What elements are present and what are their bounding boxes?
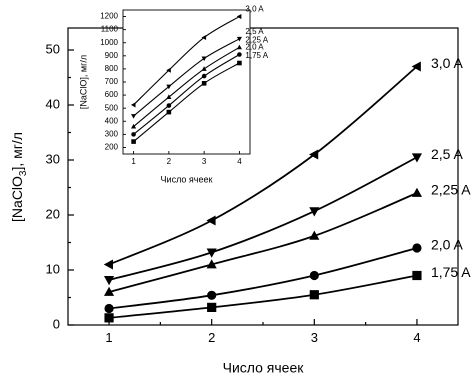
- main-data-point: [411, 61, 421, 72]
- inset-data-point: [201, 66, 207, 71]
- inset-data-point: [166, 109, 172, 115]
- main-data-point: [207, 290, 217, 300]
- inset-series-line: [133, 46, 240, 127]
- main-data-point: [412, 270, 422, 281]
- main-series-label: 1,75 A: [431, 264, 471, 280]
- inset-series-label: 3,0 A: [245, 5, 264, 14]
- inset-data-point: [237, 60, 242, 66]
- main-series-line: [108, 274, 418, 319]
- inset-data-point: [166, 103, 172, 108]
- main-data-point: [206, 248, 217, 258]
- inset-y-tick-label: 200: [105, 143, 119, 152]
- main-data-point: [207, 302, 217, 312]
- main-series-label: 3,0 A: [431, 55, 464, 71]
- inset-data-point: [166, 94, 172, 100]
- inset-data-point: [166, 84, 172, 90]
- inset-series-line: [133, 62, 240, 142]
- inset-series-label: 2,0 A: [245, 43, 264, 52]
- main-x-tick-label: 2: [208, 330, 215, 345]
- inset-x-tick-label: 2: [167, 157, 172, 166]
- main-data-point: [411, 187, 423, 197]
- inset-data-point: [237, 52, 242, 57]
- inset-data-point: [236, 36, 242, 42]
- inset-x-tick-label: 4: [237, 157, 242, 166]
- inset-data-point: [236, 44, 242, 50]
- main-y-tick-label: 40: [46, 96, 60, 111]
- main-y-tick-label: 30: [46, 151, 60, 166]
- main-data-point: [309, 149, 319, 160]
- inset-series-label: 2,25 A: [245, 35, 268, 44]
- main-y-tick-label: 0: [53, 316, 60, 331]
- inset-data-point: [131, 139, 136, 144]
- main-data-point: [309, 290, 319, 300]
- main-series-line: [108, 247, 418, 310]
- main-data-point: [412, 243, 422, 253]
- main-series-line: [108, 65, 418, 266]
- inset-y-tick-label: 400: [105, 116, 119, 125]
- main-data-point: [309, 207, 320, 217]
- main-data-point: [206, 215, 216, 226]
- inset-chart: 200 300 400 500 600 700 800 900 1000 1100 1200 1 2 3 4…: [78, 5, 268, 185]
- main-y-tick-label: 20: [46, 206, 60, 221]
- inset-y-tick-label: 900: [105, 51, 119, 60]
- main-x-tick-label: 1: [105, 330, 112, 345]
- inset-data-point: [201, 81, 207, 86]
- inset-y-tick-label: 500: [105, 103, 119, 112]
- main-y-axis-label: [NaClO3], мг/л: [9, 132, 29, 222]
- inset-series-line: [133, 16, 240, 106]
- inset-series-line: [133, 38, 240, 117]
- inset-y-tick-label: 1100: [101, 25, 119, 34]
- main-series-label: 2,0 A: [431, 237, 464, 253]
- inset-y-tick-label: 300: [105, 129, 119, 138]
- inset-y-tick-label: 800: [105, 64, 119, 73]
- main-data-point: [103, 275, 115, 286]
- inset-x-axis-label: Число ячеек: [161, 174, 213, 184]
- main-data-point: [411, 153, 423, 163]
- inset-data-point: [166, 67, 171, 73]
- inset-data-point: [201, 56, 207, 62]
- main-data-point: [309, 230, 320, 240]
- main-y-tick-label: 50: [46, 41, 60, 56]
- inset-data-point: [236, 14, 242, 20]
- inset-data-point: [131, 132, 136, 137]
- inset-series-label: 2,5 A: [245, 27, 264, 36]
- main-series-label: 2,5 A: [431, 146, 464, 162]
- inset-series-label: 1,75 A: [245, 51, 268, 60]
- inset-y-tick-label: 600: [105, 90, 119, 99]
- inset-y-tick-label: 1200: [100, 12, 118, 21]
- main-data-point: [104, 303, 114, 314]
- inset-x-tick-label: 1: [131, 157, 136, 166]
- main-series-label: 2,25 A: [431, 182, 471, 198]
- inset-data-point: [131, 114, 137, 119]
- inset-data-point: [130, 102, 136, 108]
- main-series-line: [108, 192, 418, 293]
- inset-data-point: [131, 123, 137, 129]
- main-data-point: [206, 259, 217, 269]
- main-data-point: [309, 270, 319, 281]
- main-y-tick-label: 10: [46, 261, 60, 276]
- main-data-point: [103, 286, 115, 296]
- inset-data-point: [201, 34, 207, 41]
- inset-data-point: [201, 73, 207, 79]
- main-data-point: [104, 313, 114, 323]
- inset-y-tick-label: 1000: [100, 38, 118, 47]
- inset-y-tick-label: 700: [105, 77, 119, 86]
- main-x-tick-label: 3: [311, 330, 318, 345]
- main-x-axis-label: Число ячеек: [223, 360, 305, 376]
- inset-y-axis-label: [NaClO], мг/л: [78, 55, 88, 109]
- main-x-tick-label: 4: [413, 330, 420, 345]
- main-data-point: [103, 259, 113, 270]
- main-series-line: [108, 156, 418, 281]
- inset-x-tick-label: 3: [202, 157, 207, 166]
- inset-series-line: [133, 54, 240, 135]
